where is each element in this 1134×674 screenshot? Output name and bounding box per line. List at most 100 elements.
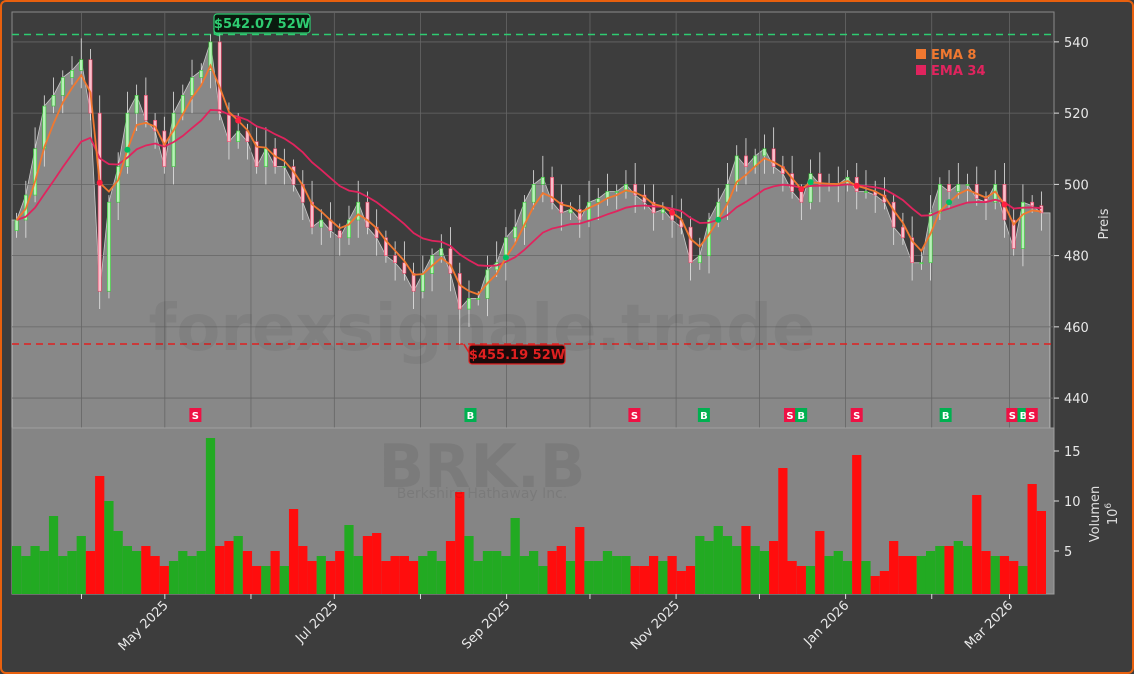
volume-bar	[242, 551, 253, 594]
candle-up	[624, 184, 628, 192]
x-tick-label: Sep 2025	[459, 598, 513, 652]
candle-up	[614, 191, 619, 193]
signal-label: S	[192, 411, 199, 422]
y-tick-label: 460	[1064, 321, 1089, 336]
volume-bar	[122, 546, 133, 594]
candle-down	[411, 273, 416, 292]
volume-bar	[48, 516, 59, 594]
volume-bar	[492, 551, 502, 594]
x-tick-label: Jul 2025	[292, 598, 341, 647]
volume-unit-exponent: 6	[1104, 503, 1114, 509]
volume-bar	[141, 546, 151, 594]
volume-bar	[205, 438, 216, 594]
volume-bar	[981, 551, 991, 594]
bullish-cross-dot	[946, 199, 953, 206]
volume-bar	[898, 556, 908, 594]
candle-up	[707, 219, 711, 256]
x-tick-label: Mar 2026	[962, 598, 1016, 652]
volume-bar	[732, 546, 742, 594]
volume-bar	[325, 561, 336, 594]
candle-up	[51, 95, 56, 107]
sell-signal-marker	[1025, 408, 1038, 422]
candle-up	[919, 262, 924, 265]
volume-bar	[667, 556, 677, 594]
candle-down	[910, 237, 915, 264]
volume-bar	[399, 556, 409, 594]
candle-up	[476, 298, 481, 300]
volume-bar	[695, 536, 705, 594]
volume-bar	[372, 533, 382, 594]
volume-bar	[972, 495, 982, 594]
volume-bar	[482, 551, 493, 594]
volume-bar	[390, 556, 400, 594]
candle-up	[116, 166, 121, 203]
volume-bar	[796, 566, 806, 594]
x-tick-label: May 2025	[116, 598, 172, 654]
candle-up	[125, 112, 130, 167]
candle-up	[660, 209, 665, 214]
volume-bar	[418, 556, 428, 594]
candle-up	[79, 59, 84, 71]
candle-down	[901, 226, 905, 239]
bullish-cross-dot	[502, 254, 509, 261]
volume-bar	[510, 518, 520, 594]
volume-bar	[741, 526, 751, 594]
volume-bar	[353, 556, 363, 594]
candle-down	[550, 176, 554, 203]
volume-bar	[944, 546, 954, 594]
legend-label-ema34: EMA 34	[931, 64, 986, 79]
candle-up	[282, 166, 287, 168]
signal-label: S	[631, 411, 638, 422]
candle-down	[817, 173, 822, 185]
sell-signal-marker	[1006, 408, 1019, 422]
volume-bar	[335, 551, 345, 594]
bearish-cross-dot	[235, 117, 242, 124]
candle-down	[365, 201, 370, 228]
ema-8-line	[15, 63, 1042, 296]
bearish-cross-dot	[669, 209, 676, 216]
volume-bar	[1027, 484, 1037, 594]
candle-down	[457, 273, 462, 310]
volume-tick-label: 10	[1064, 495, 1081, 510]
volume-bar	[76, 536, 86, 594]
candle-down	[1011, 219, 1016, 249]
candle-up	[190, 77, 194, 96]
high-52w-label-box	[213, 13, 311, 34]
volume-bar	[704, 541, 714, 594]
volume-bar	[150, 556, 160, 594]
volume-bar	[178, 551, 188, 594]
candle-down	[337, 230, 342, 239]
candle-down	[771, 148, 776, 167]
volume-tick-label: 15	[1064, 445, 1081, 460]
volume-bar	[833, 551, 843, 594]
volume-bar	[805, 566, 816, 594]
volume-tick-label: 5	[1064, 545, 1072, 560]
bearish-cross-dot	[853, 182, 860, 189]
volume-bar	[815, 531, 825, 594]
volume-unit-base: 10	[1106, 509, 1121, 526]
signal-label: S	[786, 411, 793, 422]
candle-up	[70, 70, 74, 78]
volume-bar	[842, 561, 853, 594]
signal-label: B	[700, 411, 708, 422]
candle-down	[744, 155, 748, 167]
volume-bar	[999, 556, 1010, 594]
volume-bar	[612, 556, 622, 594]
volume-bar	[593, 561, 603, 594]
high-52w-label: $542.07 52W	[214, 17, 310, 32]
y-tick-label: 440	[1064, 392, 1089, 407]
candle-down	[577, 209, 582, 221]
signal-label: S	[853, 411, 860, 422]
low-52w-label-box	[468, 344, 566, 365]
candle-up	[199, 70, 204, 78]
volume-bar	[990, 556, 1000, 594]
signal-label: B	[797, 411, 805, 422]
volume-bar	[889, 541, 899, 594]
candle-down	[559, 201, 564, 214]
volume-bar	[529, 551, 539, 594]
candle-up	[263, 148, 268, 167]
buy-signal-marker	[939, 408, 952, 422]
volume-bar	[639, 566, 650, 594]
volume-bar	[1018, 566, 1028, 594]
